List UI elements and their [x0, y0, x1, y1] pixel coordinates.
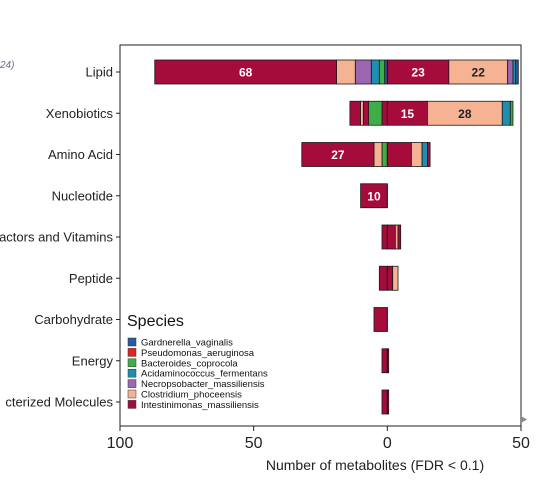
bar-segment [515, 59, 519, 85]
bar-segment [378, 265, 388, 291]
legend-label: Pseudomonas_aeruginosa [141, 348, 255, 359]
bar-segment [360, 183, 388, 209]
bar-segment [354, 59, 372, 85]
bar-segment [427, 142, 431, 167]
x-tick-label: 100 [107, 435, 134, 452]
legend-label: Necropsobacter_massiliensis [141, 379, 265, 390]
bar-segment [381, 348, 388, 374]
legend-swatch [127, 348, 137, 357]
bar-segment [501, 100, 511, 126]
legend-swatch [127, 379, 137, 388]
data-label: 22 [472, 66, 486, 80]
bar-segment [381, 389, 388, 415]
bar-segment [448, 59, 509, 85]
x-tick-label: 50 [245, 435, 263, 452]
legend-label: Intestinimonas_massiliensis [141, 400, 259, 411]
y-axis: Lipid Xenobiotics Amino Acid Nucleotide acto… [0, 65, 120, 410]
y-tick-label: Nucleotide [52, 188, 113, 203]
bar-segment [381, 100, 388, 126]
bar-segment [154, 59, 337, 85]
bar-segment [386, 224, 396, 250]
bar-segment [421, 142, 428, 167]
data-label: 23 [411, 66, 425, 80]
play-marker-icon [521, 416, 527, 423]
bar-segment [373, 307, 388, 332]
bar-segment [386, 265, 394, 291]
legend-label: Gardnerella_vaginalis [141, 338, 233, 349]
bar-segment [386, 142, 412, 167]
y-tick-label: Peptide [69, 271, 113, 286]
corner-note: 24) [0, 60, 15, 71]
bar-amino-acid: 27 [301, 142, 431, 167]
y-tick-label: Carbohydrate [34, 312, 113, 327]
x-tick-label: 50 [512, 435, 530, 452]
bar-segment [373, 142, 383, 167]
bar-segment [381, 142, 388, 167]
bar-segment [349, 100, 362, 126]
x-axis: 100 50 0 50 [107, 426, 530, 452]
bar-segment [368, 100, 383, 126]
bar-segment [381, 224, 388, 250]
bar-segment [370, 59, 380, 85]
bar-segment [427, 100, 503, 126]
y-tick-label: actors and Vitamins [0, 230, 113, 245]
bar-segment [362, 100, 370, 126]
y-tick-label: Xenobiotics [46, 106, 114, 121]
bar-actors-and-vitamins [381, 224, 402, 250]
legend: Species Gardnerella_vaginalisPseudomonas_… [127, 313, 268, 411]
legend-swatch [127, 358, 137, 368]
x-tick-label: 0 [383, 435, 392, 452]
bar-segment [507, 59, 514, 85]
legend-swatch [127, 389, 137, 399]
data-label: 27 [331, 148, 345, 162]
bar-nucleotide: 10 [360, 183, 388, 209]
data-label: 10 [367, 189, 381, 203]
bar-segment [360, 100, 364, 126]
bar-peptide [378, 265, 399, 291]
data-label: 68 [239, 66, 253, 80]
bar-segment [392, 265, 399, 291]
bar-segment [378, 59, 386, 85]
x-axis-label: Number of metabolites (FDR < 0.1) [266, 457, 484, 473]
bar-segment [301, 142, 375, 167]
y-tick-label: Amino Acid [48, 147, 113, 162]
legend-label: Clostridium_phoceensis [141, 390, 242, 401]
bar-segment [397, 224, 402, 250]
data-label: 28 [458, 107, 472, 121]
plot-frame [119, 44, 522, 427]
legend-swatch [127, 337, 137, 347]
legend-title: Species [127, 313, 184, 330]
bar-carbohydrate [373, 307, 388, 332]
bar-segment [386, 59, 450, 85]
bar-lipid: 68 23 22 [154, 59, 519, 85]
legend-swatch [127, 400, 137, 409]
data-label: 15 [401, 107, 415, 121]
bar-segment [509, 100, 514, 126]
y-tick-label: Lipid [86, 65, 113, 80]
bar-segment [394, 224, 399, 250]
bar-xenobiotics: 15 28 [349, 100, 514, 126]
legend-swatch [127, 368, 137, 378]
legend-label: Acidaminococcus_fermentans [141, 369, 268, 380]
y-tick-label: Energy [72, 353, 114, 368]
bar-segment [410, 142, 423, 167]
legend-label: Bacteroides_coprocola [141, 358, 238, 369]
bar-segment [512, 59, 517, 85]
bar-segment [336, 59, 356, 85]
y-tick-label: cterized Molecules [5, 395, 113, 410]
